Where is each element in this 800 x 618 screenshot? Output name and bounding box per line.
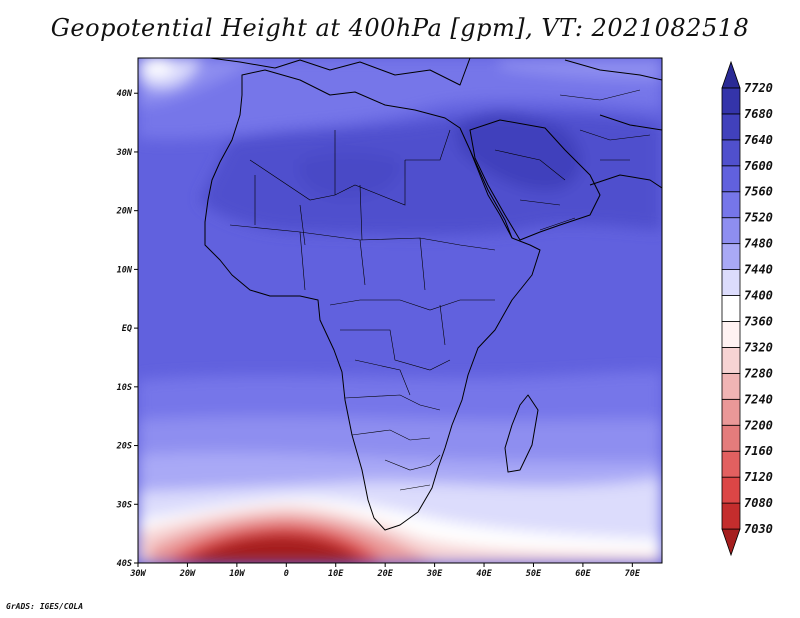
colorbar-swatch [721, 243, 741, 270]
colorbar-swatch [721, 321, 741, 348]
colorbar-label: 7680 [744, 107, 773, 121]
colorbar-swatch [721, 476, 741, 504]
colorbar-swatch [721, 450, 741, 478]
colorbar-label: 7720 [744, 81, 773, 95]
colorbar-label: 7240 [744, 392, 773, 406]
colorbar-swatch [721, 528, 741, 557]
colorbar-swatch [721, 60, 741, 89]
colorbar-label: 7560 [744, 185, 773, 199]
colorbar-swatch [721, 398, 741, 426]
colorbar-label: 7080 [744, 496, 773, 510]
colorbar-label: 7320 [744, 340, 773, 354]
y-tick-label: 30S [116, 500, 132, 510]
x-tick-label: 0 [284, 569, 289, 579]
colorbar-swatch [721, 139, 741, 167]
colorbar: 7030 7080 7120 7160 7200 7240 7280 7320 7360 7400… [721, 60, 773, 557]
contour-7520-ne [500, 58, 662, 80]
madagascar-coastline [504, 394, 539, 473]
y-tick-label: 10N [117, 265, 133, 275]
colorbar-label: 7480 [744, 237, 773, 251]
y-tick-label: 40N [117, 89, 133, 99]
colorbar-swatch [721, 87, 741, 115]
y-tick-label: 40S [117, 559, 132, 569]
borders-central [329, 299, 495, 396]
x-tick-label: 70E [625, 569, 641, 579]
colorbar-label: 7400 [744, 289, 773, 303]
colorbar-swatch [721, 347, 741, 374]
colorbar-swatch [721, 372, 741, 400]
x-tick-label: 50E [526, 569, 542, 579]
chart-title: Geopotential Height at 400hPa [gpm], VT:… [50, 14, 750, 42]
contour-7640-sahara [299, 152, 401, 199]
colorbar-label: 7360 [744, 314, 773, 328]
colorbar-swatch [721, 502, 741, 530]
colorbar-label: 7280 [744, 366, 773, 380]
borders-north [249, 129, 451, 246]
contour-7640-arabia [455, 112, 582, 191]
colorbar-swatch [721, 217, 741, 245]
y-tick-label: EQ [122, 324, 132, 334]
colorbar-label: 7600 [744, 159, 773, 173]
y-tick-label: 20S [116, 442, 132, 452]
borders-south [344, 394, 441, 491]
borders-arabia [494, 149, 576, 231]
colorbar-label: 7200 [744, 418, 773, 432]
arabia-coastline [469, 119, 601, 241]
colorbar-swatch [721, 165, 741, 193]
africa-coastline [204, 69, 541, 531]
contour-7030-south [185, 535, 365, 563]
x-tick-label: 10W [229, 569, 245, 579]
x-tick-label: 30W [129, 569, 146, 579]
colorbar-swatch [721, 113, 741, 141]
colorbar-label: 7160 [744, 444, 773, 458]
colorbar-swatch [721, 295, 741, 322]
footer-credit: GrADS: IGES/COLA [6, 602, 84, 611]
colorbar-swatch [721, 424, 741, 452]
y-tick-label: 30N [116, 148, 133, 158]
x-tick-label: 20W [179, 569, 196, 579]
contour-7400-iberia [144, 58, 172, 76]
colorbar-label: 7120 [744, 470, 773, 484]
country-borders [229, 89, 651, 491]
asia-coastline [564, 59, 662, 189]
height-field [138, 58, 662, 563]
colorbar-swatch [721, 269, 741, 296]
axis-ticks: 30W 20W 10W 0 10E 20E 30E 40E 50E 60E 70E 40N 30N 20N… [116, 89, 641, 579]
colorbar-label: 7520 [744, 211, 773, 225]
x-tick-label: 40E [476, 569, 492, 579]
plot-frame [137, 57, 663, 564]
colorbar-label: 7030 [744, 522, 773, 536]
contour-7560-north [138, 58, 662, 140]
colorbar-swatch [721, 191, 741, 219]
borders-sahel [229, 224, 496, 291]
x-tick-label: 60E [575, 569, 591, 579]
y-tick-label: 20N [116, 207, 133, 217]
x-tick-label: 20E [376, 569, 393, 579]
x-tick-label: 30E [426, 569, 443, 579]
borders-asia [559, 89, 651, 161]
europe-coastline [209, 58, 471, 86]
coastlines [204, 58, 662, 531]
colorbar-label: 7640 [744, 133, 773, 147]
y-tick-label: 10S [117, 383, 132, 393]
red-sea [469, 149, 513, 239]
x-tick-label: 10E [328, 569, 344, 579]
colorbar-label: 7440 [744, 263, 773, 277]
